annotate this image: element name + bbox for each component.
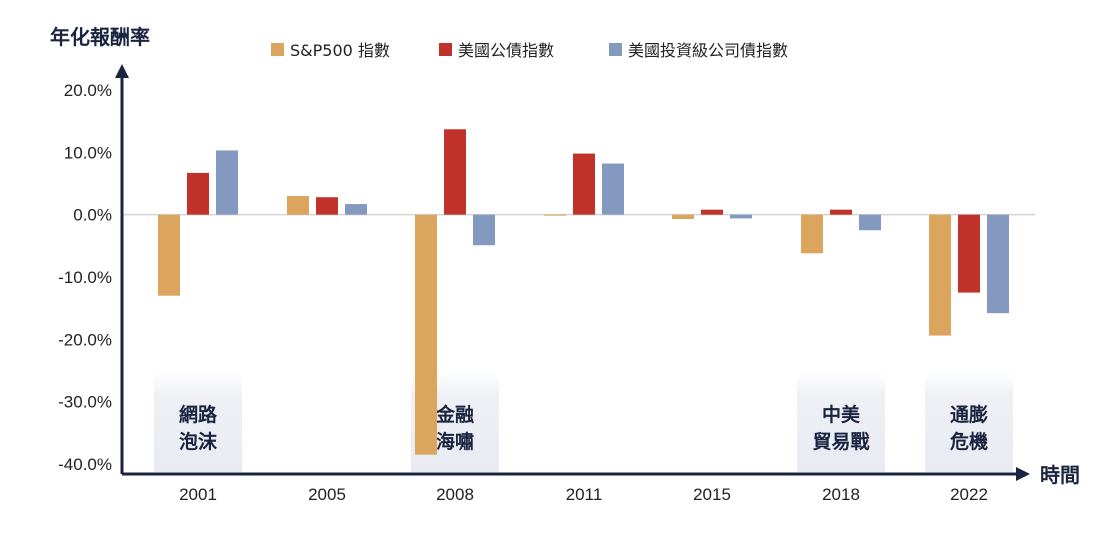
legend-item: S&P500 指數 bbox=[271, 41, 390, 60]
bar bbox=[859, 214, 881, 231]
bar bbox=[573, 153, 595, 215]
bar bbox=[958, 214, 980, 293]
bar bbox=[444, 129, 466, 215]
x-tick-labels: 2001 2005 2008 2011 2015 2018 2022 bbox=[179, 485, 988, 504]
x-tick-label: 2008 bbox=[436, 485, 474, 504]
legend-item: 美國公債指數 bbox=[439, 41, 554, 60]
y-tick-labels: 20.0% 10.0% 0.0% -10.0% -20.0% -30.0% -40.0% bbox=[58, 81, 112, 474]
x-tick-label: 2022 bbox=[950, 485, 988, 504]
bars bbox=[158, 129, 1009, 455]
bar bbox=[602, 163, 624, 215]
legend-item: 美國投資級公司債指數 bbox=[609, 41, 788, 60]
y-tick-label: 20.0% bbox=[64, 81, 112, 100]
y-tick-label: -20.0% bbox=[58, 330, 112, 349]
event-annotation-text: 貿易戰 bbox=[812, 430, 869, 453]
bar bbox=[415, 214, 437, 455]
legend-label: 美國投資級公司債指數 bbox=[628, 41, 788, 60]
x-axis-label: 時間 bbox=[1040, 463, 1080, 487]
bar bbox=[987, 214, 1009, 314]
event-annotation-text: 中美 bbox=[822, 403, 861, 426]
axes bbox=[115, 64, 1030, 481]
legend-swatch bbox=[271, 43, 284, 56]
bar bbox=[287, 195, 309, 215]
bar bbox=[345, 204, 367, 215]
y-tick-label: 0.0% bbox=[73, 206, 112, 225]
bar bbox=[730, 214, 752, 219]
legend-label: S&P500 指數 bbox=[290, 41, 390, 60]
bar bbox=[929, 214, 951, 336]
legend-swatch bbox=[609, 43, 622, 56]
bar bbox=[801, 214, 823, 254]
bar bbox=[216, 150, 238, 215]
event-annotation-text: 通膨 bbox=[950, 403, 988, 426]
bar bbox=[158, 214, 180, 296]
x-tick-label: 2011 bbox=[566, 485, 603, 504]
event-annotation-text: 金融 bbox=[435, 403, 474, 426]
event-annotation-box bbox=[797, 372, 885, 472]
y-tick-label: 10.0% bbox=[64, 143, 112, 162]
event-annotation-text: 危機 bbox=[950, 430, 988, 453]
event-annotation-box bbox=[925, 372, 1013, 472]
event-annotation-box bbox=[154, 372, 242, 472]
bar bbox=[830, 209, 852, 215]
bar bbox=[187, 172, 209, 215]
bar bbox=[473, 214, 495, 246]
y-tick-label: -30.0% bbox=[58, 393, 112, 412]
bar bbox=[672, 214, 694, 220]
bar bbox=[701, 209, 723, 215]
x-tick-label: 2015 bbox=[693, 485, 731, 504]
event-annotation-text: 海嘯 bbox=[436, 430, 474, 453]
x-tick-label: 2005 bbox=[308, 485, 346, 504]
legend: S&P500 指數 美國公債指數 美國投資級公司債指數 bbox=[271, 41, 788, 60]
event-annotation-text: 網路 bbox=[179, 403, 218, 426]
y-tick-label: -10.0% bbox=[58, 268, 112, 287]
bar bbox=[316, 197, 338, 215]
bar bbox=[544, 214, 566, 216]
legend-label: 美國公債指數 bbox=[458, 41, 554, 60]
y-axis-label: 年化報酬率 bbox=[50, 25, 150, 49]
x-axis-arrow-icon bbox=[1016, 467, 1030, 481]
y-tick-label: -40.0% bbox=[58, 455, 112, 474]
legend-swatch bbox=[439, 43, 452, 56]
y-axis-arrow-icon bbox=[115, 64, 129, 78]
x-tick-label: 2018 bbox=[822, 485, 860, 504]
x-tick-label: 2001 bbox=[179, 485, 217, 504]
event-annotation-text: 泡沫 bbox=[179, 430, 218, 453]
